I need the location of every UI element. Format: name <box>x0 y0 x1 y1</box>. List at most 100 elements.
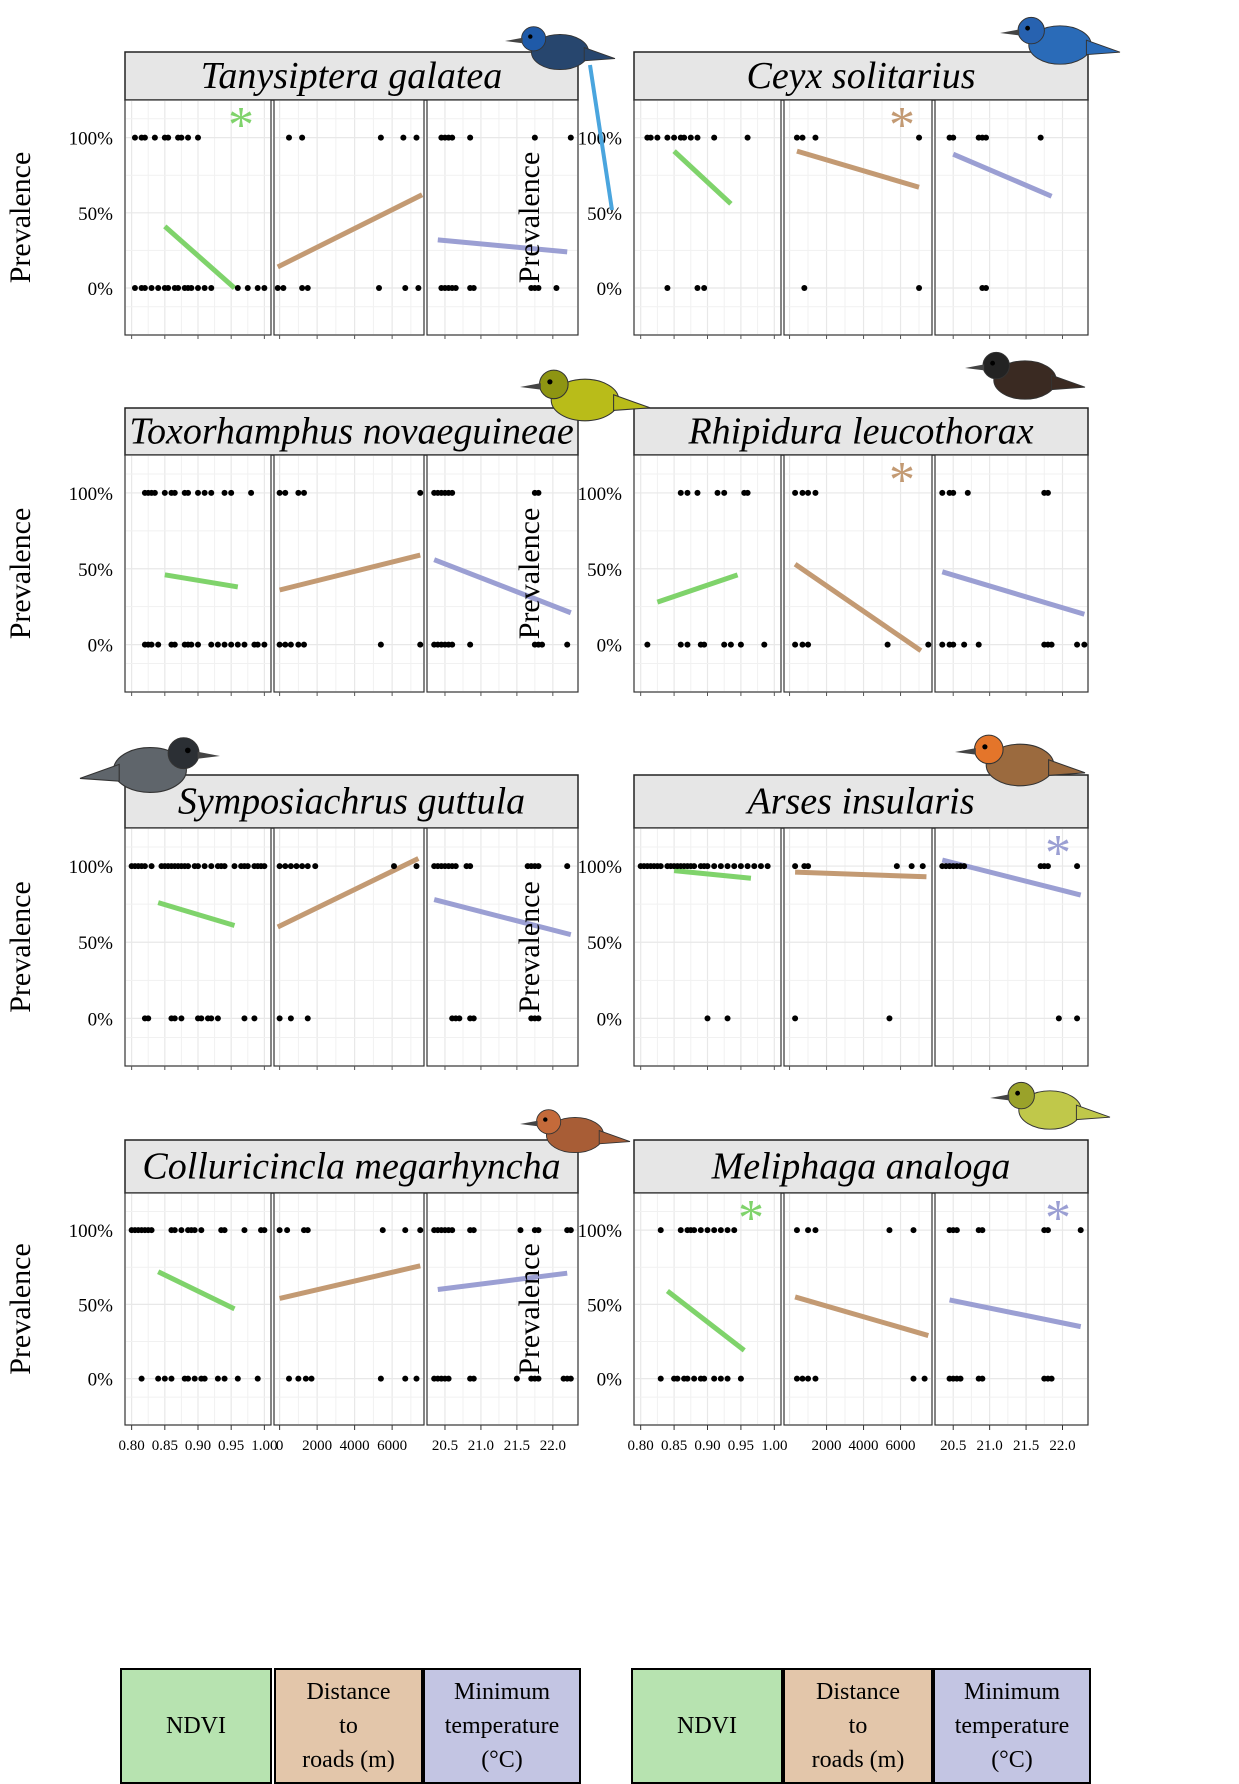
panel-2: * 20.5 21.0 21.5 22.0 <box>934 1190 1089 1454</box>
data-point <box>737 641 744 648</box>
data-point <box>402 1227 409 1234</box>
data-point <box>792 863 799 870</box>
data-point <box>910 1375 917 1382</box>
data-point <box>737 1375 744 1382</box>
data-point <box>647 134 654 141</box>
sunbird-icon <box>520 369 651 422</box>
bird-head <box>521 26 547 52</box>
x-tick-label: 0.80 <box>628 1438 654 1454</box>
data-point <box>195 489 201 496</box>
data-point <box>254 1375 261 1382</box>
data-point <box>513 1375 520 1382</box>
data-point <box>234 1375 241 1382</box>
data-point <box>711 1227 718 1234</box>
data-point <box>185 863 192 870</box>
data-point <box>208 1015 215 1022</box>
y-tick-label: 0% <box>88 279 114 300</box>
bird-beak <box>505 37 523 44</box>
data-point <box>691 1375 698 1382</box>
data-point <box>677 641 684 648</box>
data-point <box>535 489 542 496</box>
data-point <box>276 1015 283 1022</box>
x-tick-label: 20.5 <box>940 1438 966 1454</box>
y-axis-label: Prevalence <box>513 1243 546 1375</box>
panel-1 <box>273 99 425 339</box>
species-strip <box>633 51 1089 101</box>
data-point <box>657 863 664 870</box>
data-point <box>757 863 764 870</box>
data-point <box>701 641 708 648</box>
data-point <box>452 285 459 291</box>
legend-temperature: Minimum temperature (°C) <box>933 1668 1091 1784</box>
significance-asterisk: * <box>889 452 915 509</box>
x-tick-label: 21.0 <box>468 1438 494 1454</box>
data-point <box>916 285 923 291</box>
data-point <box>961 641 968 648</box>
panel-1 <box>273 454 425 696</box>
fit-line <box>437 1270 568 1292</box>
data-point <box>195 285 201 291</box>
data-point <box>198 1227 205 1234</box>
bird-beak <box>965 364 985 371</box>
fantail-icon <box>965 351 1086 400</box>
data-point <box>188 641 195 648</box>
data-point <box>681 134 688 141</box>
data-point <box>178 1227 185 1234</box>
data-point <box>449 1227 456 1234</box>
legend-label: NDVI <box>677 1709 737 1743</box>
bird-eye <box>543 1117 548 1122</box>
data-point <box>304 1227 311 1234</box>
data-point <box>1074 1015 1081 1022</box>
data-point <box>234 285 241 291</box>
data-point <box>531 134 538 141</box>
honeyeater-icon <box>990 1081 1111 1130</box>
data-point <box>793 134 800 141</box>
data-point <box>893 863 900 870</box>
data-point <box>467 134 474 141</box>
bird-beak <box>990 1094 1010 1101</box>
data-point <box>737 863 744 870</box>
data-point <box>467 863 474 870</box>
data-point <box>171 489 178 496</box>
data-point <box>812 1375 819 1382</box>
data-point <box>564 863 571 870</box>
data-point <box>221 489 228 496</box>
y-tick-label: 100% <box>69 484 114 505</box>
data-point <box>950 134 957 141</box>
chart-5: Arses insularis Prevalence 100% 50% 0% * <box>513 774 1089 1070</box>
data-point <box>979 1375 986 1382</box>
data-point <box>950 489 957 496</box>
data-point <box>717 863 724 870</box>
data-point <box>704 1227 711 1234</box>
legend-label: Distance to roads (m) <box>302 1675 395 1777</box>
y-axis-label: Prevalence <box>4 881 37 1013</box>
data-point <box>155 1375 162 1382</box>
data-point <box>308 1375 315 1382</box>
data-point <box>261 863 268 870</box>
y-tick-label: 0% <box>88 636 114 657</box>
legend-line: (°C) <box>991 1747 1033 1773</box>
y-tick-label: 100% <box>578 484 623 505</box>
x-tick-label: 2000 <box>302 1438 332 1454</box>
bird-beak <box>1000 29 1020 36</box>
data-point <box>376 285 382 291</box>
bird-head <box>1007 1081 1035 1110</box>
species-strip <box>124 407 579 456</box>
fit-line <box>433 557 572 616</box>
bird-beak <box>520 1120 538 1127</box>
fit-line <box>279 552 421 593</box>
data-point <box>188 285 195 291</box>
y-tick-label: 0% <box>597 1009 623 1030</box>
data-point <box>208 489 215 496</box>
data-point <box>287 641 294 648</box>
species-strip <box>124 774 579 829</box>
panel-0 <box>633 99 782 339</box>
data-point <box>1044 1227 1051 1234</box>
data-point <box>151 134 158 141</box>
panel-2 <box>934 99 1089 339</box>
data-point <box>301 489 307 496</box>
data-point <box>261 285 268 291</box>
data-point <box>299 285 306 291</box>
data-point <box>261 641 268 648</box>
data-point <box>276 641 283 648</box>
